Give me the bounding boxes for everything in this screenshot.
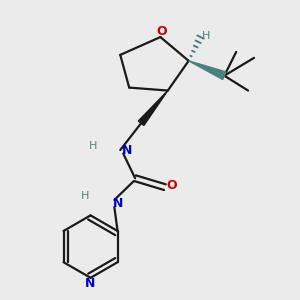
Text: O: O: [157, 25, 167, 38]
Text: H: H: [202, 31, 210, 40]
Text: N: N: [85, 277, 96, 290]
Polygon shape: [189, 61, 226, 80]
Polygon shape: [138, 91, 168, 125]
Text: N: N: [113, 197, 123, 210]
Text: O: O: [166, 179, 177, 192]
Text: H: H: [80, 191, 89, 201]
Text: N: N: [122, 143, 132, 157]
Text: H: H: [89, 140, 98, 151]
